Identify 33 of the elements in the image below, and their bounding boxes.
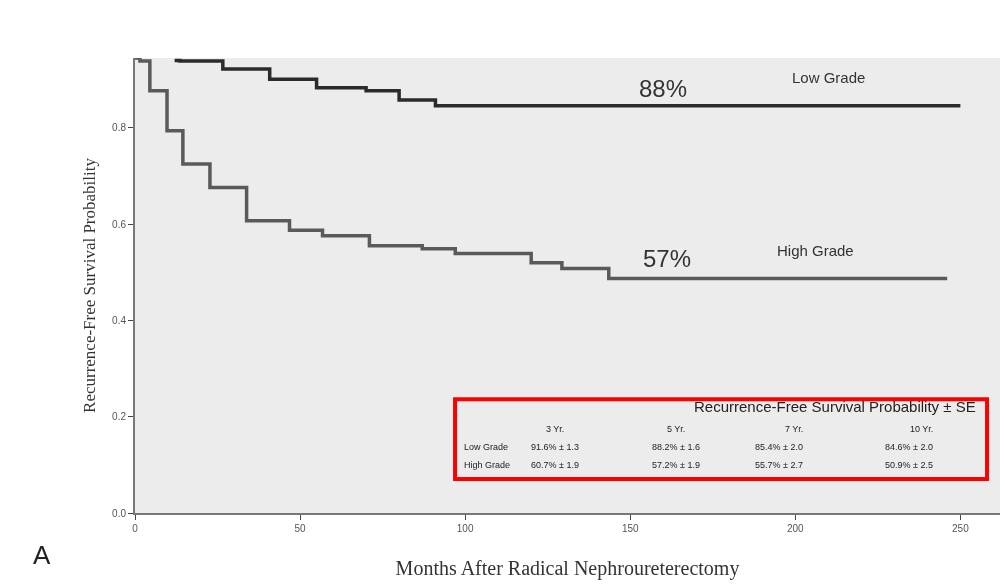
annotation: 57% <box>643 245 692 272</box>
annotation: 50.9% ± 2.5 <box>885 460 933 470</box>
x-axis-title: Months After Radical Nephroureterectomy <box>395 557 740 580</box>
y-tick-label: 0.6 <box>112 218 127 230</box>
series-label: High Grade <box>777 242 854 259</box>
annotation: 55.7% ± 2.7 <box>755 460 803 470</box>
annotation: 5 Yr. <box>667 424 686 434</box>
x-tick-label: 0 <box>132 523 139 534</box>
y-tick-label: 0.0 <box>112 507 127 519</box>
annotation: 10 Yr. <box>910 424 934 434</box>
annotation: 7 Yr. <box>785 424 804 434</box>
text: A <box>33 540 51 570</box>
annotation: 3 Yr. <box>546 424 565 434</box>
y-tick-label: 0.8 <box>112 122 127 134</box>
x-tick-label: 50 <box>294 523 307 534</box>
annotation: 84.6% ± 2.0 <box>885 442 933 452</box>
annotation: High Grade <box>464 460 511 470</box>
annotation: Recurrence-Free Survival Probability ± SE <box>694 398 976 415</box>
annotation: 91.6% ± 1.3 <box>531 442 579 452</box>
x-tick-label: 250 <box>952 523 970 534</box>
annotation: 88.2% ± 1.6 <box>652 442 700 452</box>
x-tick-label: 200 <box>786 523 805 534</box>
y-axis-title: Recurrence-Free Survival Probability <box>80 157 100 413</box>
y-tick-label: 0.2 <box>112 411 127 423</box>
x-tick-label: 100 <box>456 523 474 534</box>
series-label: Low Grade <box>792 69 866 86</box>
y-tick-label: 0.4 <box>112 314 127 326</box>
annotation: 57.2% ± 1.9 <box>652 460 700 470</box>
annotation: 85.4% ± 2.0 <box>755 442 803 452</box>
annotation: 60.7% ± 1.9 <box>531 460 579 470</box>
annotation: Low Grade <box>464 442 509 452</box>
annotation: 88% <box>639 75 688 102</box>
x-tick-label: 150 <box>621 523 640 534</box>
